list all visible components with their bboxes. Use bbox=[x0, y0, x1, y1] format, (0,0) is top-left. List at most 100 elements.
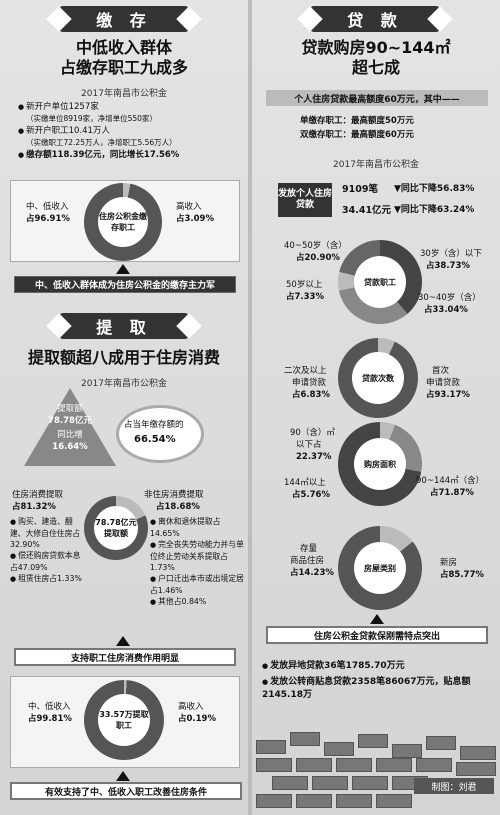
deposit-bullet-3: 缴存额118.39亿元，同比增长17.56% bbox=[18, 149, 243, 161]
deposit-low-income-label: 中、低收入 bbox=[26, 202, 69, 212]
loan-count: 9109笔 bbox=[342, 184, 378, 195]
age-over-50-label: 50岁以上 bbox=[286, 280, 323, 290]
column-divider bbox=[248, 0, 252, 815]
withdraw-high-income-label: 高收入 bbox=[178, 702, 204, 712]
deposit-year-label: 2017年南昌市公积金 bbox=[81, 89, 167, 99]
area-under-90-label: 90（含）㎡ bbox=[290, 428, 335, 438]
times-repeat-pct: 占6.83% bbox=[292, 390, 330, 400]
note-retire: 离休和退休提取占14.65% bbox=[150, 516, 246, 539]
times-repeat-label2: 申请贷款 bbox=[292, 378, 327, 388]
withdraw-conclusion-bar: 有效支持了中、低收入职工改善住房条件 bbox=[10, 782, 242, 800]
withdraw-header: 提 取 bbox=[59, 313, 189, 339]
withdraw-yoy-pct: 16.64% bbox=[52, 442, 88, 452]
age-30-40-pct: 占33.04% bbox=[424, 305, 468, 315]
area-under-90-label2: 以下占 bbox=[296, 440, 322, 450]
loan-amount: 34.41亿元 bbox=[342, 205, 392, 216]
loan-amount-yoy: ▼同比下降63.24% bbox=[394, 205, 475, 215]
loan-title-line1: 贷款购房90~144㎡ bbox=[301, 38, 451, 57]
non-housing-withdraw-pct: 占18.68% bbox=[156, 502, 200, 512]
single-deposit-limit: 单缴存职工：最高额度50万元 bbox=[300, 116, 414, 126]
note-buy-build: 购买、建造、翻建、大修自住住房占32.90% bbox=[10, 516, 84, 550]
area-90-144-label: 90~144㎡（含） bbox=[416, 476, 485, 486]
note-relocate: 户口迁出本市或出境定居占1.46% bbox=[150, 573, 246, 596]
times-first-label2: 申请贷款 bbox=[426, 378, 461, 388]
withdraw-year-label: 2017年南昌市公积金 bbox=[81, 379, 167, 389]
withdraw-ratio-bubble bbox=[116, 405, 204, 463]
deposit-arrow-icon bbox=[116, 264, 130, 274]
deposit-title-line2: 占缴存职工九成多 bbox=[59, 58, 188, 77]
deposit-title-line1: 中低收入群体 bbox=[75, 38, 172, 57]
times-donut-center: 贷款次数 bbox=[352, 352, 404, 404]
housing-withdraw-pct: 占81.32% bbox=[12, 502, 56, 512]
deposit-header: 缴 存 bbox=[59, 6, 189, 32]
loan-conclusion-bar: 住房公积金贷款保刚需特点突出 bbox=[266, 626, 488, 644]
age-40-50-label: 40~50岁（含） bbox=[284, 241, 347, 251]
loan-issue-label: 发放个人住房贷款 bbox=[278, 183, 332, 217]
area-donut-center: 购房面积 bbox=[354, 438, 406, 490]
deposit-high-income-label: 高收入 bbox=[176, 202, 202, 212]
loan-year-label: 2017年南昌市公积金 bbox=[333, 160, 419, 170]
withdraw-donut2-center: 33.57万提取职工 bbox=[98, 694, 150, 746]
deposit-bullet-1: 新开户单位1257家 bbox=[18, 101, 243, 113]
area-over-144-pct: 占5.76% bbox=[292, 490, 330, 500]
type-new-label: 新房 bbox=[440, 558, 458, 568]
withdraw-title: 提取额超八成用于住房消费 bbox=[27, 348, 220, 367]
withdraw-ratio-pct: 66.54% bbox=[134, 434, 176, 445]
age-under-30-pct: 占38.73% bbox=[426, 261, 470, 271]
withdraw-arrow-icon bbox=[116, 636, 130, 646]
type-existing-label: 存量 bbox=[300, 544, 318, 554]
deposit-donut-center: 住房公积金缴存职工 bbox=[98, 197, 148, 247]
deposit-conclusion-bar: 中、低收入群体成为住房公积金的缴存主力军 bbox=[14, 276, 236, 293]
housing-withdraw-notes: 购买、建造、翻建、大修自住住房占32.90% 偿还购房贷款本息占47.09% 租… bbox=[10, 516, 84, 585]
area-90-144-pct: 占71.87% bbox=[430, 488, 474, 498]
note-repay-loan: 偿还购房贷款本息占47.09% bbox=[10, 550, 84, 573]
type-existing-label2: 商品住房 bbox=[290, 556, 325, 566]
deposit-bullet-2-sub: （实缴职工72.25万人，净增职工5.56万人） bbox=[26, 138, 177, 147]
remote-loan-stat: 发放异地贷款36笔1785.70万元 bbox=[262, 661, 496, 672]
withdraw-low-income-pct: 占99.81% bbox=[28, 714, 72, 724]
times-first-label: 首次 bbox=[432, 366, 450, 376]
deposit-bullets: 新开户单位1257家 （实缴单位8919家，净增单位550家） 新开户职工10.… bbox=[18, 101, 243, 161]
type-existing-pct: 占14.23% bbox=[290, 568, 334, 578]
withdraw-ratio-label: 占当年缴存额的 bbox=[124, 420, 184, 430]
age-over-50-pct: 占7.33% bbox=[286, 292, 324, 302]
withdraw-amount: 78.78亿元 bbox=[48, 416, 92, 426]
times-first-pct: 占93.17% bbox=[426, 390, 470, 400]
withdraw-triangle-shape bbox=[24, 388, 116, 466]
area-under-90-pct: 22.37% bbox=[296, 452, 332, 462]
credit-label: 制图：刘君 bbox=[414, 778, 494, 794]
double-deposit-limit: 双缴存职工：最高额度60万元 bbox=[300, 130, 414, 140]
loan-count-yoy: ▼同比下降56.83% bbox=[394, 184, 475, 194]
withdraw-yoy-label: 同比增 bbox=[57, 430, 83, 440]
times-repeat-label: 二次及以上 bbox=[284, 366, 327, 376]
note-other: 其他占0.84% bbox=[150, 596, 246, 608]
age-donut-center: 贷款职工 bbox=[354, 256, 406, 308]
subsidy-loan-stat: 发放公转商贴息贷款2358笔86067万元，贴息额2145.18万 bbox=[262, 676, 496, 702]
withdraw2-arrow-icon bbox=[116, 771, 130, 781]
age-under-30-label: 30岁（含）以下 bbox=[420, 249, 482, 259]
type-new-pct: 占85.77% bbox=[440, 570, 484, 580]
withdraw-support-bar: 支持职工住房消费作用明显 bbox=[14, 648, 236, 666]
deposit-bullet-1-sub: （实缴单位8919家，净增单位550家） bbox=[26, 114, 157, 123]
loan-header: 贷 款 bbox=[310, 6, 440, 32]
note-disability: 完全丧失劳动能力并与单位终止劳动关系提取占1.73% bbox=[150, 539, 246, 573]
note-rent: 租赁住房占1.33% bbox=[10, 573, 84, 585]
loan-limit-bar: 个人住房贷款最高额度60万元，其中—— bbox=[266, 90, 488, 106]
non-housing-withdraw-notes: 离休和退休提取占14.65% 完全丧失劳动能力并与单位终止劳动关系提取占1.73… bbox=[150, 516, 246, 608]
deposit-bullet-2: 新开户职工10.41万人 bbox=[18, 125, 243, 137]
age-40-50-pct: 占20.90% bbox=[296, 253, 340, 263]
loan-title-line2: 超七成 bbox=[351, 58, 400, 77]
deposit-high-income-pct: 占3.09% bbox=[176, 214, 214, 224]
deposit-low-income-pct: 占96.91% bbox=[26, 214, 70, 224]
brick-wall-illustration bbox=[256, 722, 500, 815]
withdraw-tri-label: 提取额 bbox=[57, 404, 83, 414]
area-over-144-label: 144㎡以上 bbox=[284, 478, 326, 488]
non-housing-withdraw-label: 非住房消费提取 bbox=[144, 490, 204, 500]
type-donut-center: 房屋类别 bbox=[354, 542, 406, 594]
age-30-40-label: 30~40岁（含） bbox=[418, 293, 481, 303]
loan-arrow-icon bbox=[370, 614, 384, 624]
withdraw-low-income-label: 中、低收入 bbox=[28, 702, 71, 712]
housing-withdraw-label: 住房消费提取 bbox=[12, 490, 64, 500]
withdraw-donut-center: 78.78亿元提取额 bbox=[94, 506, 138, 550]
withdraw-high-income-pct: 占0.19% bbox=[178, 714, 216, 724]
